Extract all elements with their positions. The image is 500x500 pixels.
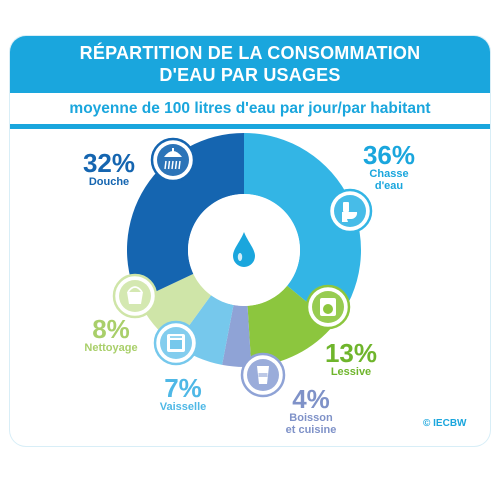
label-name-boisson-2: et cuisine [285,424,337,436]
label-name-lessive: Lessive [330,366,372,378]
glass-icon [240,352,286,398]
label-name-douche: Douche [88,176,130,188]
label-name-vaisselle: Vaisselle [159,401,207,413]
header-band [10,36,490,93]
divider-rule [10,124,490,129]
label-name-boisson-1: Boisson [289,412,333,424]
bucket-icon [112,273,158,319]
label-pct-lessive: 13% [324,338,378,368]
label-pct-chasse: 36% [362,140,416,170]
slice-shower [126,133,244,300]
washing-machine-icon [305,284,351,330]
label-name-nettoyage: Nettoyage [84,342,138,354]
label-pct-douche: 32% [82,148,136,178]
subtitle: moyenne de 100 litres d'eau par jour/par… [69,100,431,117]
slice-glass [222,305,252,367]
label-pct-vaisselle: 7% [164,373,202,403]
title-line-1: RÉPARTITION DE LA CONSOMMATION [79,43,421,63]
slice-toilet [244,133,362,325]
slice-washing-machine [247,285,335,367]
credit-text: © IECBW [423,418,467,429]
drop-highlight [237,253,243,261]
dishwasher-icon [153,320,199,366]
label-pct-boisson: 4% [292,384,330,414]
shower-icon [150,137,196,183]
label-pct-nettoyage: 8% [92,314,130,344]
label-name-chasse-2: d'eau [374,180,404,192]
toilet-icon [327,188,373,234]
label-name-chasse-1: Chasse [369,168,409,180]
title-line-2: D'EAU PAR USAGES [159,65,341,85]
